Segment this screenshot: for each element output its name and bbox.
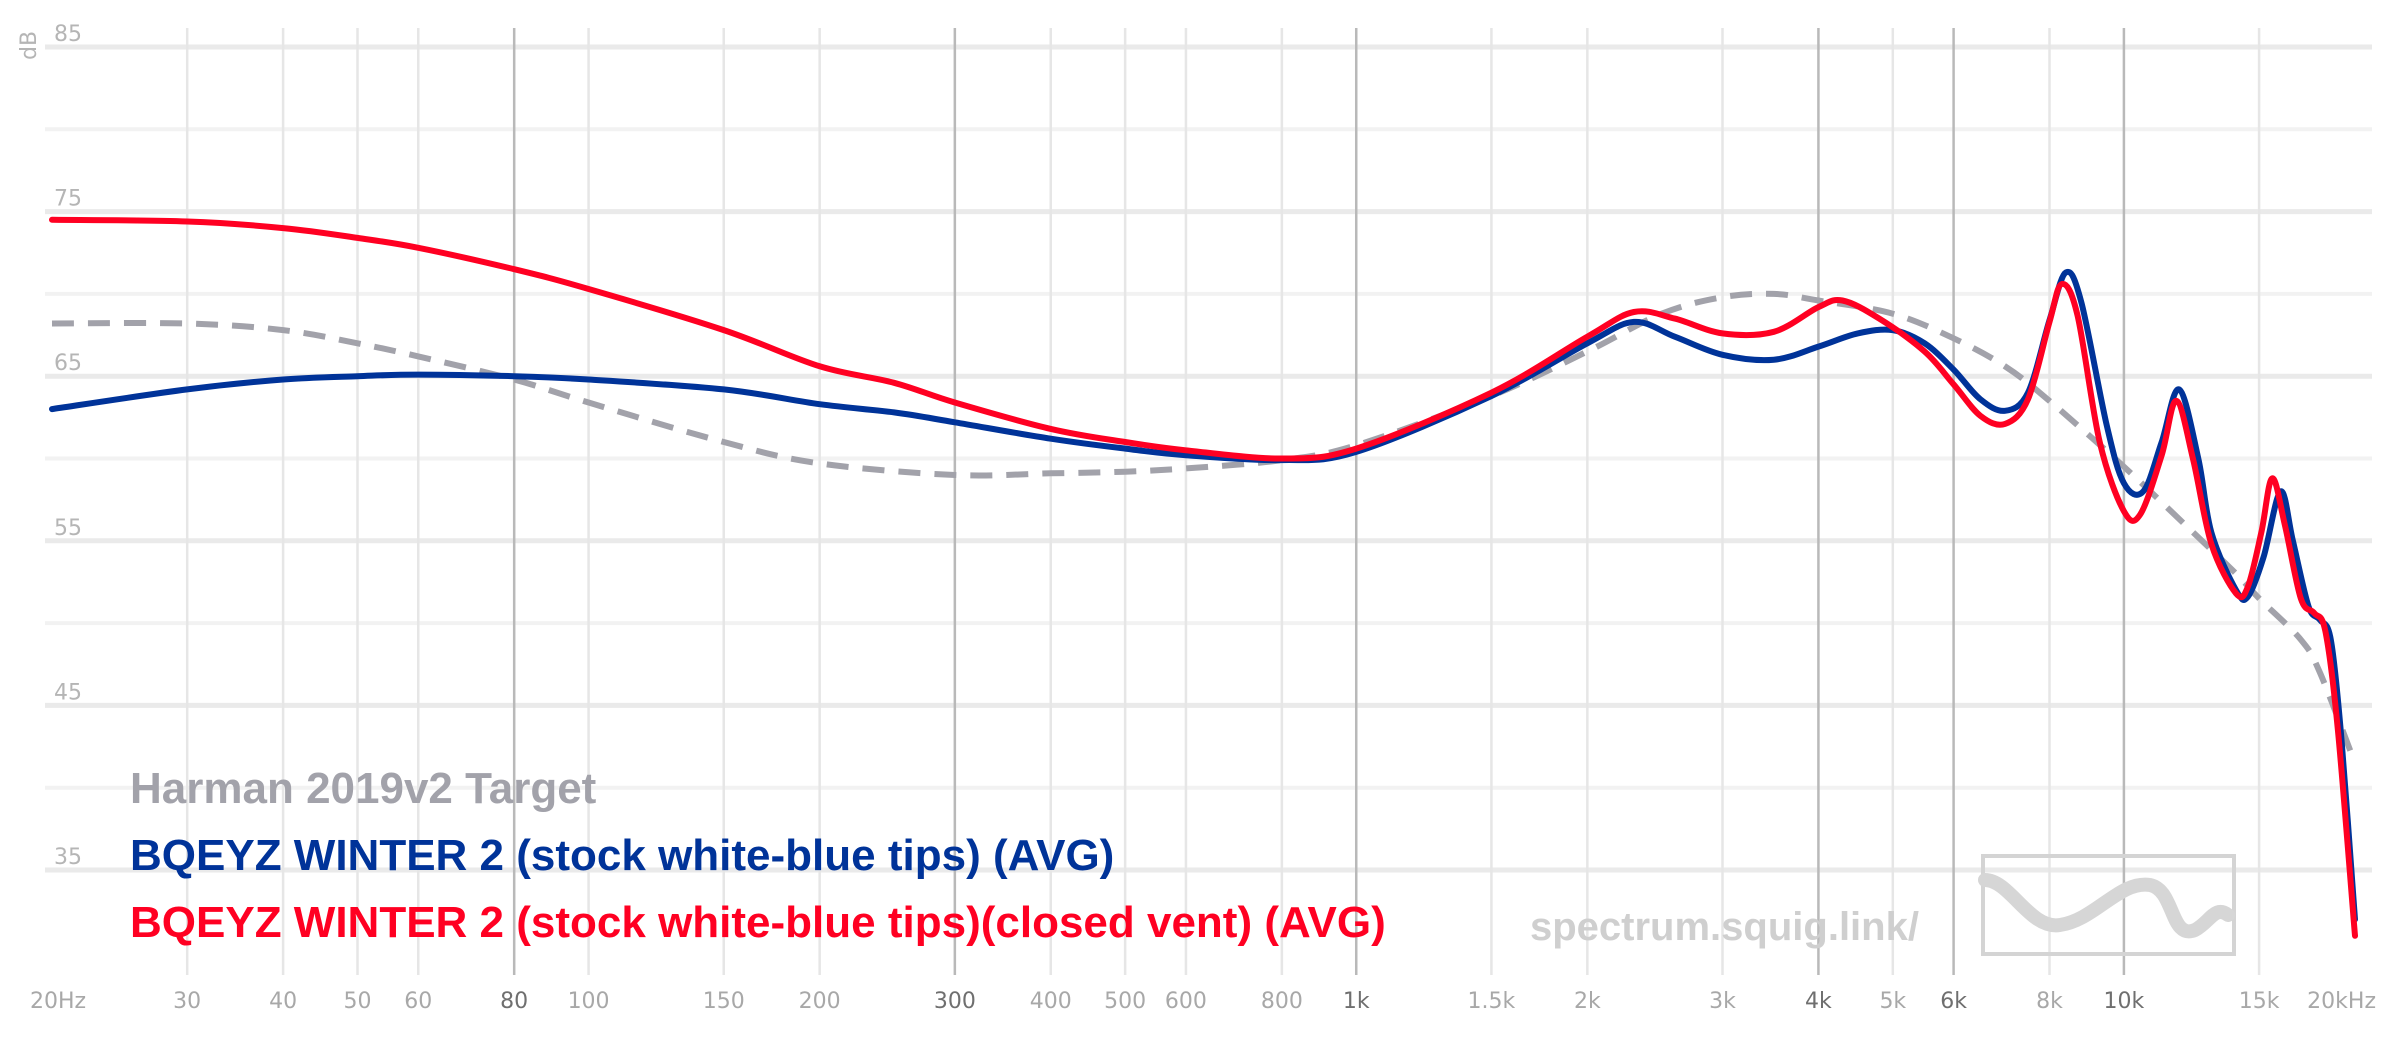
y-tick-label: 35: [54, 845, 82, 870]
y-axis-label: dB: [17, 31, 42, 60]
x-tick-label: 3k: [1709, 989, 1736, 1014]
winter2-stock-tips-curve: [49, 268, 2358, 923]
legend: Harman 2019v2 Target BQEYZ WINTER 2 (stoc…: [130, 764, 1386, 947]
x-gridlines: [185, 28, 2261, 975]
x-tick-label: 150: [703, 989, 745, 1014]
x-tick-label: 200: [799, 989, 841, 1014]
y-tick-labels: 85 75 65 55 45 35: [54, 22, 82, 870]
x-tick-label: 8k: [2036, 989, 2063, 1014]
x-tick-label: 15k: [2239, 989, 2280, 1014]
y-tick-label: 85: [54, 22, 82, 47]
harman-target-curve: [51, 290, 2358, 765]
x-tick-label: 20Hz: [30, 989, 86, 1014]
x-tick-label: 5k: [1879, 989, 1906, 1014]
legend-entry: BQEYZ WINTER 2 (stock white-blue tips)(c…: [130, 898, 1386, 947]
y-tick-label: 45: [54, 680, 82, 705]
x-tick-label: 800: [1261, 989, 1303, 1014]
x-tick-label: 50: [343, 989, 371, 1014]
x-tick-label: 100: [568, 989, 610, 1014]
x-tick-label: 10k: [2104, 989, 2145, 1014]
legend-entry: Harman 2019v2 Target: [130, 764, 597, 813]
x-tick-label: 1k: [1343, 989, 1370, 1014]
y-tick-label: 55: [54, 516, 82, 541]
legend-entry: BQEYZ WINTER 2 (stock white-blue tips) (…: [130, 831, 1114, 880]
x-tick-labels: 20Hz 30 40 50 60 80 100 150 200 300 400 500 600 800 1k…: [30, 989, 2376, 1014]
x-tick-label: 500: [1104, 989, 1146, 1014]
x-tick-label: 600: [1165, 989, 1207, 1014]
x-tick-label: 80: [500, 989, 528, 1014]
squig-logo-icon: [1978, 854, 2236, 956]
x-tick-label: 2k: [1574, 989, 1601, 1014]
x-tick-label: 300: [934, 989, 976, 1014]
y-tick-label: 65: [54, 351, 82, 376]
x-tick-label: 6k: [1940, 989, 1967, 1014]
x-tick-label: 4k: [1805, 989, 1832, 1014]
x-tick-label: 60: [404, 989, 432, 1014]
x-tick-label: 1.5k: [1468, 989, 1516, 1014]
watermark-text: spectrum.squig.link/: [1530, 905, 1919, 949]
y-tick-label: 75: [54, 187, 82, 212]
winter2-closed-vent-curve: [49, 216, 2358, 939]
x-tick-label: 400: [1030, 989, 1072, 1014]
x-tick-label: 40: [269, 989, 297, 1014]
x-tick-label: 20kHz: [2307, 989, 2376, 1014]
x-tick-label: 30: [173, 989, 201, 1014]
series-layer: [49, 216, 2358, 939]
watermark: spectrum.squig.link/: [1530, 854, 2236, 956]
